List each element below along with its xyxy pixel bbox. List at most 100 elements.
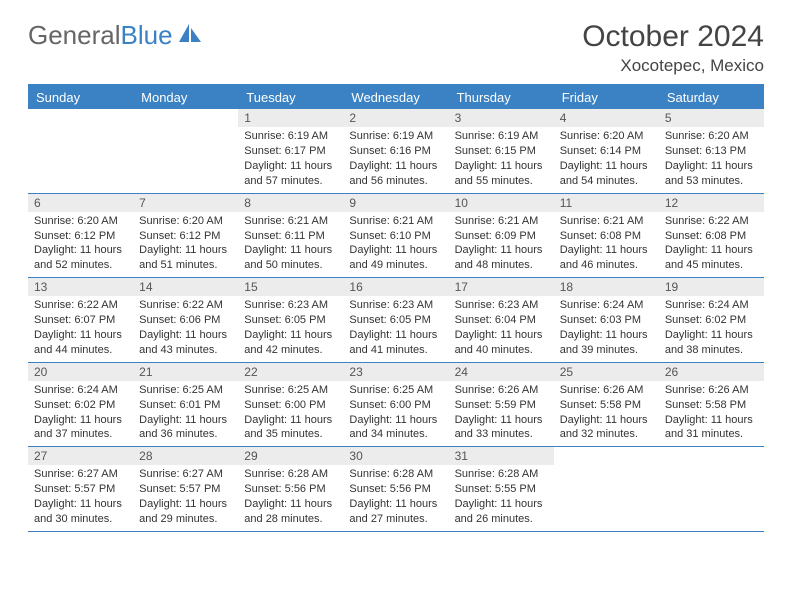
sunset-line: Sunset: 5:58 PM xyxy=(665,398,758,413)
day-cell-9: 9Sunrise: 6:21 AMSunset: 6:10 PMDaylight… xyxy=(343,194,448,278)
daylight-line: Daylight: 11 hours and 55 minutes. xyxy=(455,159,548,189)
day-number: 7 xyxy=(133,194,238,212)
day-content: Sunrise: 6:28 AMSunset: 5:56 PMDaylight:… xyxy=(238,465,343,530)
day-content: Sunrise: 6:24 AMSunset: 6:02 PMDaylight:… xyxy=(659,296,764,361)
sunrise-line: Sunrise: 6:28 AM xyxy=(455,467,548,482)
day-number: 26 xyxy=(659,363,764,381)
daylight-line: Daylight: 11 hours and 33 minutes. xyxy=(455,413,548,443)
day-content: Sunrise: 6:20 AMSunset: 6:12 PMDaylight:… xyxy=(28,212,133,277)
sunset-line: Sunset: 5:57 PM xyxy=(34,482,127,497)
daylight-line: Daylight: 11 hours and 46 minutes. xyxy=(560,243,653,273)
day-cell-10: 10Sunrise: 6:21 AMSunset: 6:09 PMDayligh… xyxy=(449,194,554,278)
sunrise-line: Sunrise: 6:27 AM xyxy=(34,467,127,482)
daylight-line: Daylight: 11 hours and 44 minutes. xyxy=(34,328,127,358)
sunrise-line: Sunrise: 6:23 AM xyxy=(244,298,337,313)
day-content: Sunrise: 6:27 AMSunset: 5:57 PMDaylight:… xyxy=(28,465,133,530)
weekday-sunday: Sunday xyxy=(28,86,133,109)
daylight-line: Daylight: 11 hours and 53 minutes. xyxy=(665,159,758,189)
calendar: SundayMondayTuesdayWednesdayThursdayFrid… xyxy=(28,84,764,532)
sunset-line: Sunset: 6:10 PM xyxy=(349,229,442,244)
day-number: 19 xyxy=(659,278,764,296)
sunrise-line: Sunrise: 6:21 AM xyxy=(244,214,337,229)
day-number: 9 xyxy=(343,194,448,212)
sunset-line: Sunset: 6:13 PM xyxy=(665,144,758,159)
sunrise-line: Sunrise: 6:27 AM xyxy=(139,467,232,482)
sunrise-line: Sunrise: 6:24 AM xyxy=(34,383,127,398)
sunset-line: Sunset: 6:07 PM xyxy=(34,313,127,328)
daylight-line: Daylight: 11 hours and 51 minutes. xyxy=(139,243,232,273)
week-row: 27Sunrise: 6:27 AMSunset: 5:57 PMDayligh… xyxy=(28,447,764,532)
daylight-line: Daylight: 11 hours and 26 minutes. xyxy=(455,497,548,527)
day-number: 4 xyxy=(554,109,659,127)
day-content: Sunrise: 6:21 AMSunset: 6:10 PMDaylight:… xyxy=(343,212,448,277)
day-cell-28: 28Sunrise: 6:27 AMSunset: 5:57 PMDayligh… xyxy=(133,447,238,531)
day-content: Sunrise: 6:25 AMSunset: 6:00 PMDaylight:… xyxy=(343,381,448,446)
day-cell-20: 20Sunrise: 6:24 AMSunset: 6:02 PMDayligh… xyxy=(28,363,133,447)
sunset-line: Sunset: 6:03 PM xyxy=(560,313,653,328)
day-content: Sunrise: 6:28 AMSunset: 5:56 PMDaylight:… xyxy=(343,465,448,530)
day-number: 22 xyxy=(238,363,343,381)
day-cell-21: 21Sunrise: 6:25 AMSunset: 6:01 PMDayligh… xyxy=(133,363,238,447)
sunrise-line: Sunrise: 6:28 AM xyxy=(349,467,442,482)
daylight-line: Daylight: 11 hours and 42 minutes. xyxy=(244,328,337,358)
day-content: Sunrise: 6:25 AMSunset: 6:01 PMDaylight:… xyxy=(133,381,238,446)
sunrise-line: Sunrise: 6:23 AM xyxy=(455,298,548,313)
day-content: Sunrise: 6:20 AMSunset: 6:14 PMDaylight:… xyxy=(554,127,659,192)
week-row: 1Sunrise: 6:19 AMSunset: 6:17 PMDaylight… xyxy=(28,109,764,194)
sunrise-line: Sunrise: 6:26 AM xyxy=(455,383,548,398)
weekday-friday: Friday xyxy=(554,86,659,109)
day-content: Sunrise: 6:23 AMSunset: 6:05 PMDaylight:… xyxy=(238,296,343,361)
sunrise-line: Sunrise: 6:22 AM xyxy=(34,298,127,313)
logo: GeneralBlue xyxy=(28,20,203,51)
sunrise-line: Sunrise: 6:19 AM xyxy=(244,129,337,144)
sunset-line: Sunset: 6:08 PM xyxy=(665,229,758,244)
sunrise-line: Sunrise: 6:20 AM xyxy=(139,214,232,229)
day-number: 16 xyxy=(343,278,448,296)
day-number: 2 xyxy=(343,109,448,127)
week-row: 20Sunrise: 6:24 AMSunset: 6:02 PMDayligh… xyxy=(28,363,764,448)
location: Xocotepec, Mexico xyxy=(582,56,764,76)
sunrise-line: Sunrise: 6:22 AM xyxy=(665,214,758,229)
day-content: Sunrise: 6:19 AMSunset: 6:17 PMDaylight:… xyxy=(238,127,343,192)
sunrise-line: Sunrise: 6:28 AM xyxy=(244,467,337,482)
sunset-line: Sunset: 6:02 PM xyxy=(34,398,127,413)
weekday-wednesday: Wednesday xyxy=(343,86,448,109)
sunrise-line: Sunrise: 6:21 AM xyxy=(560,214,653,229)
day-content: Sunrise: 6:19 AMSunset: 6:15 PMDaylight:… xyxy=(449,127,554,192)
daylight-line: Daylight: 11 hours and 35 minutes. xyxy=(244,413,337,443)
daylight-line: Daylight: 11 hours and 37 minutes. xyxy=(34,413,127,443)
day-number: 1 xyxy=(238,109,343,127)
sunset-line: Sunset: 5:56 PM xyxy=(349,482,442,497)
sunset-line: Sunset: 5:58 PM xyxy=(560,398,653,413)
header: GeneralBlue October 2024 Xocotepec, Mexi… xyxy=(28,20,764,76)
day-content: Sunrise: 6:25 AMSunset: 6:00 PMDaylight:… xyxy=(238,381,343,446)
day-number: 28 xyxy=(133,447,238,465)
weekday-monday: Monday xyxy=(133,86,238,109)
sunrise-line: Sunrise: 6:25 AM xyxy=(139,383,232,398)
sunrise-line: Sunrise: 6:26 AM xyxy=(560,383,653,398)
day-cell-22: 22Sunrise: 6:25 AMSunset: 6:00 PMDayligh… xyxy=(238,363,343,447)
day-content: Sunrise: 6:21 AMSunset: 6:09 PMDaylight:… xyxy=(449,212,554,277)
day-cell-27: 27Sunrise: 6:27 AMSunset: 5:57 PMDayligh… xyxy=(28,447,133,531)
day-cell-29: 29Sunrise: 6:28 AMSunset: 5:56 PMDayligh… xyxy=(238,447,343,531)
day-number: 25 xyxy=(554,363,659,381)
day-number xyxy=(554,447,659,465)
day-cell-23: 23Sunrise: 6:25 AMSunset: 6:00 PMDayligh… xyxy=(343,363,448,447)
sunrise-line: Sunrise: 6:24 AM xyxy=(665,298,758,313)
week-row: 13Sunrise: 6:22 AMSunset: 6:07 PMDayligh… xyxy=(28,278,764,363)
day-content: Sunrise: 6:20 AMSunset: 6:12 PMDaylight:… xyxy=(133,212,238,277)
day-content: Sunrise: 6:19 AMSunset: 6:16 PMDaylight:… xyxy=(343,127,448,192)
logo-text-gray: General xyxy=(28,20,121,51)
day-number: 6 xyxy=(28,194,133,212)
day-content: Sunrise: 6:27 AMSunset: 5:57 PMDaylight:… xyxy=(133,465,238,530)
sunset-line: Sunset: 6:00 PM xyxy=(244,398,337,413)
daylight-line: Daylight: 11 hours and 32 minutes. xyxy=(560,413,653,443)
sunset-line: Sunset: 6:14 PM xyxy=(560,144,653,159)
weekday-row: SundayMondayTuesdayWednesdayThursdayFrid… xyxy=(28,86,764,109)
day-cell-8: 8Sunrise: 6:21 AMSunset: 6:11 PMDaylight… xyxy=(238,194,343,278)
day-number: 11 xyxy=(554,194,659,212)
sunrise-line: Sunrise: 6:19 AM xyxy=(455,129,548,144)
daylight-line: Daylight: 11 hours and 36 minutes. xyxy=(139,413,232,443)
day-cell-18: 18Sunrise: 6:24 AMSunset: 6:03 PMDayligh… xyxy=(554,278,659,362)
weekday-saturday: Saturday xyxy=(659,86,764,109)
